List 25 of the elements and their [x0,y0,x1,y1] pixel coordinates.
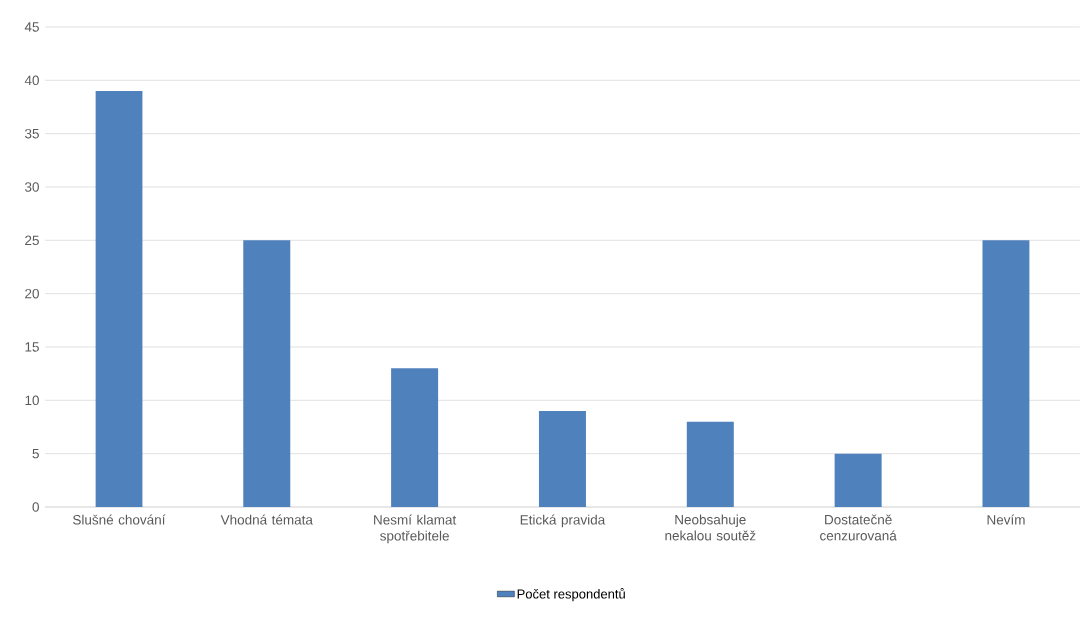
y-tick-label: 35 [24,128,39,139]
x-tick-label: Nevím [987,514,1025,525]
bar [243,240,291,507]
y-tick-label: 5 [32,448,39,459]
bar [686,421,734,507]
bar [982,240,1030,507]
bar [834,453,882,507]
x-tick-label: Etická pravida [520,514,606,528]
y-tick-label: 25 [25,235,39,246]
x-tick-label: Neobsahuje nekalou soutěž [665,514,756,541]
bar [95,90,143,507]
y-tick-label: 0 [32,502,39,512]
x-tick-label: Vhodná témata [220,514,313,525]
x-tick-label: Slušné chování [73,514,166,525]
y-tick-label: 10 [25,395,39,406]
y-tick-label: 30 [24,182,39,192]
legend-label: Počet respondentů [517,587,625,602]
y-tick-label: 40 [24,75,39,86]
y-tick-label: 20 [25,288,39,299]
x-tick-label: Nesmí klamat spotřebitele [374,514,457,544]
bar [538,410,586,507]
x-tick-label: Dostatečně cenzurovaná [820,514,897,541]
y-tick-label: 15 [25,342,39,352]
y-tick-label: 45 [24,22,39,32]
bar [391,368,439,507]
